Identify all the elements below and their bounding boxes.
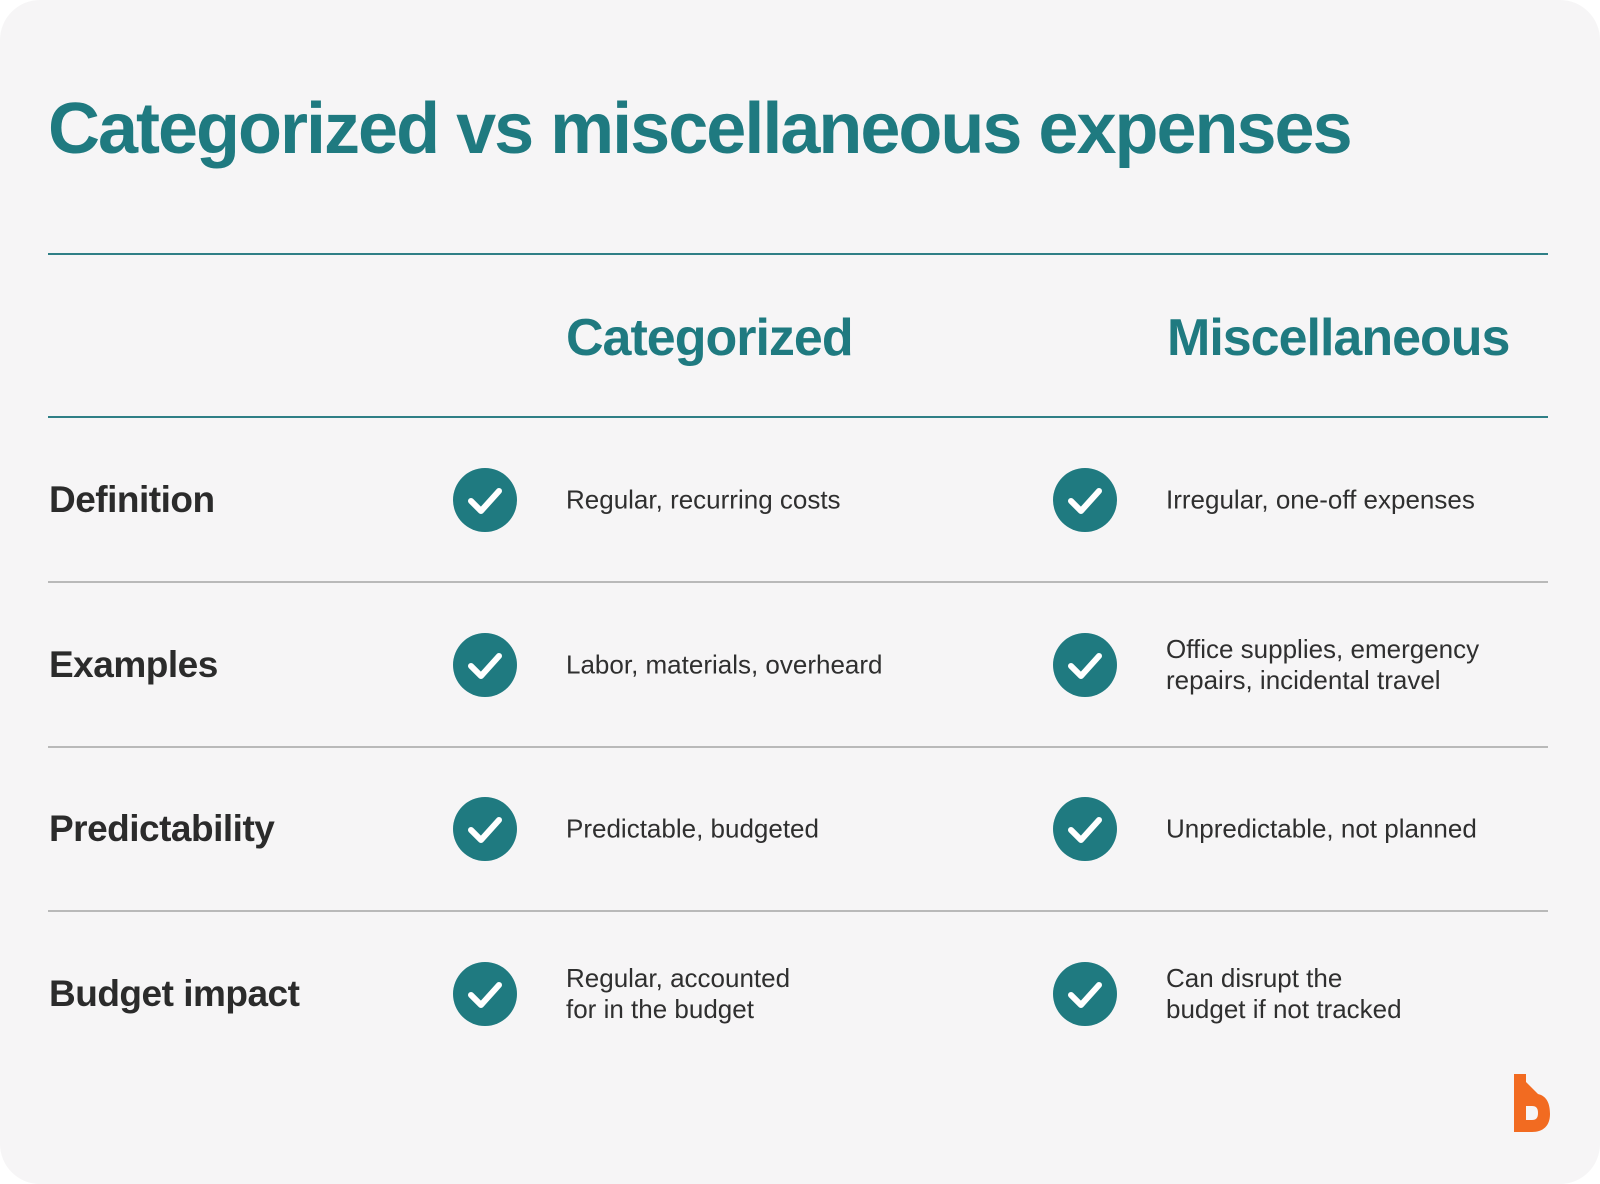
check-icon (1053, 468, 1117, 532)
divider (48, 581, 1548, 583)
text-line: budget if not tracked (1166, 994, 1402, 1024)
cell-text: Can disrupt the budget if not tracked (1166, 963, 1402, 1025)
check-icon (453, 962, 517, 1026)
text-line: Regular, accounted (566, 963, 791, 993)
check-icon (453, 633, 517, 697)
divider (48, 910, 1548, 912)
cell-text: Irregular, one-off expenses (1166, 485, 1475, 516)
divider (48, 416, 1548, 418)
logo (1514, 1074, 1550, 1132)
check-icon (453, 468, 517, 532)
divider (48, 746, 1548, 748)
cell-text: Regular, recurring costs (566, 485, 841, 516)
cell-text: Labor, materials, overheard (566, 650, 883, 681)
cell-text: Office supplies, emergency repairs, incid… (1166, 634, 1479, 696)
row-label: Budget impact (49, 973, 300, 1014)
row-label: Examples (49, 644, 218, 685)
text-line: for in the budget (566, 994, 754, 1024)
row-label: Definition (49, 479, 215, 520)
text-line: Irregular, one-off expenses (1166, 484, 1475, 515)
text-line: Regular, recurring costs (566, 484, 841, 515)
text-line: Office supplies, emergency (1166, 634, 1480, 664)
text-line: Labor, materials, overheard (566, 649, 883, 680)
title: Categorized vs miscellaneous expenses (48, 89, 1353, 169)
cell-text: Regular, accounted for in the budget (566, 963, 790, 1025)
cell-text: Predictable, budgeted (566, 814, 819, 845)
text-line: Can disrupt the (1166, 963, 1343, 993)
text-line: repairs, incidental travel (1166, 665, 1441, 695)
check-icon (453, 797, 517, 861)
cell-text: Unpredictable, not planned (1166, 814, 1477, 845)
text-line: Unpredictable, not planned (1166, 813, 1477, 844)
check-icon (1053, 962, 1117, 1026)
divider (48, 253, 1548, 255)
column-header: Miscellaneous (1167, 309, 1510, 367)
check-icon (1053, 633, 1117, 697)
row-label: Predictability (49, 808, 275, 849)
text-line: Predictable, budgeted (566, 813, 819, 844)
column-header: Categorized (566, 309, 854, 367)
check-icon (1053, 797, 1117, 861)
